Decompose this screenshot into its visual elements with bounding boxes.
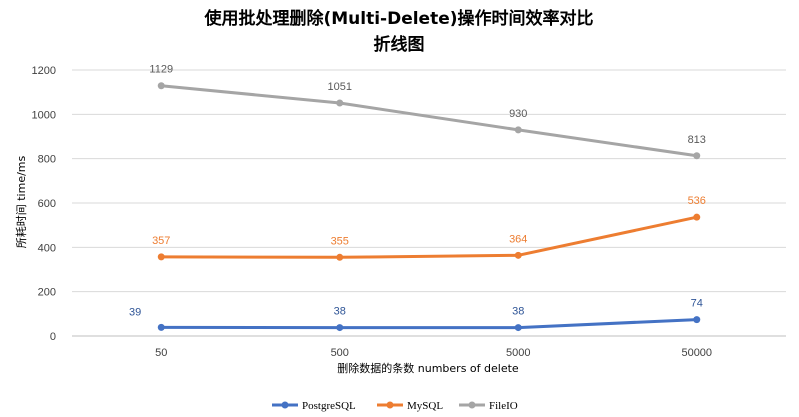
y-tick-label: 1000 <box>32 109 56 121</box>
y-tick-label: 400 <box>38 242 56 254</box>
y-axis-ticks: 0 200 400 600 800 1000 1200 <box>32 65 56 343</box>
x-axis-ticks: 50 500 5000 50000 <box>155 347 712 359</box>
data-labels: 39 38 38 74 357 355 364 536 1129 1051 930 813 <box>129 64 706 319</box>
data-label: 1051 <box>328 81 352 93</box>
y-axis-title: 所耗时间 time/ms <box>15 155 28 248</box>
data-point <box>336 99 344 107</box>
x-axis-title: 删除数据的条数 numbers of delete <box>337 361 519 375</box>
data-point <box>514 126 522 134</box>
data-label: 39 <box>129 306 141 318</box>
legend-marker <box>386 401 394 409</box>
x-tick-label: 50000 <box>681 347 712 359</box>
data-label: 536 <box>688 195 706 207</box>
data-label: 357 <box>152 235 170 247</box>
data-point <box>514 324 522 332</box>
x-tick-label: 50 <box>155 347 167 359</box>
chart-subtitle: 折线图 <box>374 34 425 55</box>
legend-marker <box>468 401 476 409</box>
data-point <box>693 316 701 324</box>
data-label: 813 <box>688 134 706 146</box>
data-label: 38 <box>334 306 346 318</box>
data-label: 364 <box>509 233 527 245</box>
data-point <box>336 324 344 332</box>
data-label: 74 <box>691 298 703 310</box>
chart-title: 使用批处理删除(Multi-Delete)操作时间效率对比 <box>203 8 593 29</box>
x-tick-label: 500 <box>331 347 349 359</box>
legend-label: FileIO <box>489 400 518 412</box>
y-tick-label: 200 <box>38 287 56 299</box>
y-tick-label: 0 <box>50 331 56 343</box>
legend: PostgreSQL MySQL FileIO <box>272 400 518 412</box>
series-lines <box>157 82 701 332</box>
data-label: 355 <box>331 235 349 247</box>
y-tick-label: 1200 <box>32 65 56 77</box>
legend-label: PostgreSQL <box>302 400 356 412</box>
data-point <box>693 213 701 221</box>
data-point <box>693 152 701 160</box>
data-point <box>336 253 344 261</box>
x-tick-label: 5000 <box>506 347 530 359</box>
gridlines <box>72 69 786 337</box>
series-line-mysql <box>159 215 699 259</box>
legend-label: MySQL <box>407 400 443 412</box>
data-label: 930 <box>509 108 527 120</box>
data-point <box>514 251 522 259</box>
y-tick-label: 600 <box>38 198 56 210</box>
series-line-fileio <box>159 84 699 158</box>
data-label: 1129 <box>149 64 173 76</box>
y-tick-label: 800 <box>38 154 56 166</box>
data-label: 38 <box>512 306 524 318</box>
data-point <box>157 253 165 261</box>
data-point <box>157 82 165 90</box>
legend-marker <box>281 401 289 409</box>
data-point <box>157 323 165 331</box>
series-line-postgresql <box>159 318 699 330</box>
